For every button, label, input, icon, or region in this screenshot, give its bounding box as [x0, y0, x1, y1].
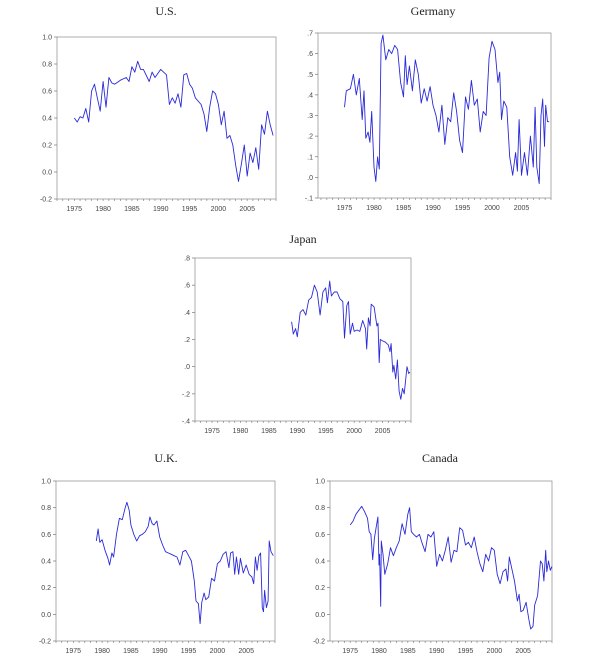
y-tick-label-us: 0.8	[42, 62, 52, 69]
chart-title-germany: Germany	[410, 4, 456, 18]
plot-frame-canada	[329, 480, 553, 642]
series-line-us	[73, 60, 274, 182]
plot-frame-japan	[194, 257, 412, 422]
y-tick-label-japan: -.4	[182, 419, 190, 426]
y-tick-label-japan: .4	[184, 310, 190, 317]
y-tick-label-germany: .3	[307, 113, 313, 120]
y-tick-label-canada: 0.2	[315, 585, 325, 592]
y-tick-label-uk: 0.8	[41, 505, 51, 512]
plot-frame-germany	[317, 32, 552, 199]
y-tick-label-canada: 0.0	[315, 612, 325, 619]
y-tick-label-uk: 0.4	[41, 559, 51, 566]
y-tick-label-japan: -.2	[182, 391, 190, 398]
y-tick-label-japan: .8	[184, 256, 190, 263]
x-tick-label-uk: 1990	[152, 648, 168, 655]
series-line-germany	[344, 34, 550, 185]
y-tick-label-uk: -0.2	[39, 639, 51, 646]
y-tick-label-germany: .7	[307, 31, 313, 38]
y-tick-label-us: 0.0	[42, 170, 52, 177]
x-tick-label-uk: 1995	[181, 648, 197, 655]
x-tick-label-uk: 2000	[210, 648, 226, 655]
x-tick-label-uk: 2005	[238, 648, 254, 655]
x-tick-label-uk: 1975	[66, 648, 82, 655]
x-tick-label-japan: 1975	[204, 428, 220, 435]
x-tick-label-japan: 2005	[375, 428, 391, 435]
y-tick-label-germany: .0	[307, 175, 313, 182]
y-tick-label-canada: 1.0	[315, 479, 325, 486]
y-tick-label-japan: .0	[184, 364, 190, 371]
plot-frame-uk	[55, 480, 276, 642]
chart-title-canada: Canada	[422, 451, 458, 465]
y-tick-label-canada: 0.4	[315, 559, 325, 566]
y-tick-label-germany: .6	[307, 51, 313, 58]
y-tick-label-us: 0.6	[42, 89, 52, 96]
y-tick-label-uk: 0.6	[41, 532, 51, 539]
y-tick-label-japan: .2	[184, 337, 190, 344]
x-tick-label-germany: 1995	[455, 205, 471, 212]
x-tick-label-germany: 1975	[337, 205, 353, 212]
y-tick-label-germany: .5	[307, 72, 313, 79]
y-tick-label-us: 0.2	[42, 143, 52, 150]
x-tick-label-japan: 1985	[261, 428, 277, 435]
x-tick-label-japan: 1980	[233, 428, 249, 435]
x-tick-label-japan: 1995	[318, 428, 334, 435]
x-tick-label-us: 2005	[239, 206, 255, 213]
x-tick-label-germany: 2005	[514, 205, 530, 212]
x-tick-label-germany: 1980	[366, 205, 382, 212]
y-tick-label-us: -0.2	[40, 197, 52, 204]
x-tick-label-uk: 1985	[123, 648, 139, 655]
y-tick-label-canada: -0.2	[313, 639, 325, 646]
series-line-canada	[349, 505, 553, 630]
y-tick-label-uk: 0.2	[41, 585, 51, 592]
x-tick-label-us: 2000	[211, 206, 227, 213]
series-line-uk	[95, 501, 274, 625]
x-tick-label-canada: 1980	[371, 648, 387, 655]
x-tick-label-us: 1985	[124, 206, 140, 213]
x-tick-label-canada: 2005	[515, 648, 531, 655]
x-tick-label-japan: 1990	[290, 428, 306, 435]
plot-frame-us	[56, 36, 277, 200]
chart-title-japan: Japan	[289, 232, 317, 246]
x-tick-label-germany: 1990	[425, 205, 441, 212]
x-tick-label-us: 1980	[95, 206, 111, 213]
y-tick-label-us: 0.4	[42, 116, 52, 123]
x-tick-label-uk: 1980	[94, 648, 110, 655]
x-tick-label-germany: 2000	[484, 205, 500, 212]
chart-title-uk: U.K.	[154, 451, 178, 465]
x-tick-label-canada: 1985	[400, 648, 416, 655]
y-tick-label-germany: .2	[307, 134, 313, 141]
chart-title-us: U.S.	[155, 4, 177, 18]
x-tick-label-us: 1990	[153, 206, 169, 213]
y-tick-label-us: 1.0	[42, 35, 52, 42]
y-tick-label-germany: .1	[307, 154, 313, 161]
x-tick-label-canada: 1995	[458, 648, 474, 655]
y-tick-label-japan: .6	[184, 283, 190, 290]
y-tick-label-uk: 0.0	[41, 612, 51, 619]
y-tick-label-germany: .4	[307, 92, 313, 99]
x-tick-label-canada: 2000	[487, 648, 503, 655]
y-tick-label-canada: 0.6	[315, 532, 325, 539]
series-line-japan	[291, 280, 411, 400]
y-tick-label-germany: -.1	[305, 196, 313, 203]
y-tick-label-canada: 0.8	[315, 505, 325, 512]
x-tick-label-japan: 2000	[346, 428, 362, 435]
y-tick-label-uk: 1.0	[41, 479, 51, 486]
x-tick-label-us: 1975	[67, 206, 83, 213]
x-tick-label-canada: 1990	[429, 648, 445, 655]
x-tick-label-canada: 1975	[342, 648, 358, 655]
x-tick-label-us: 1995	[182, 206, 198, 213]
x-tick-label-germany: 1985	[396, 205, 412, 212]
